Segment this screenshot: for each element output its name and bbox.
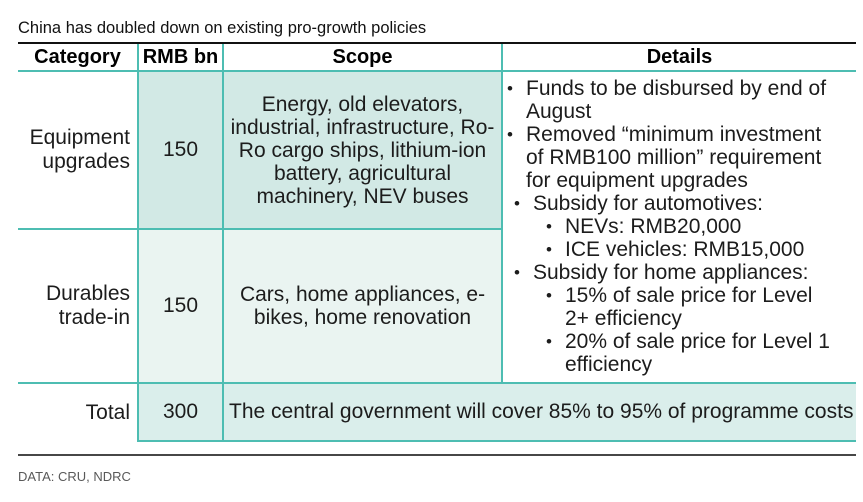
data-source: DATA: CRU, NDRC (18, 469, 131, 484)
details-sub-bullet: • NEVs: RMB20,000 (546, 215, 742, 238)
cell-details-merged: • Funds to be disbursed by end of August… (501, 72, 856, 384)
figure-title: China has doubled down on existing pro-g… (18, 19, 856, 44)
bullet-icon: • (546, 332, 552, 351)
scope-text: Energy, old elevators, industrial, infra… (230, 92, 495, 208)
scope-text: Cars, home appliances, e-bikes, home ren… (239, 283, 486, 329)
bullet-icon: • (507, 125, 513, 144)
bullet-icon: • (514, 194, 520, 213)
cell-scope-durables-trade-in: Cars, home appliances, e-bikes, home ren… (222, 230, 501, 384)
header-scope: Scope (222, 44, 501, 72)
details-sub-bullet: • 15% of sale price for Level 2+ efficie… (546, 284, 813, 330)
bullet-icon: • (546, 286, 552, 305)
policy-table: Category RMB bn Scope Details Equipment … (18, 44, 856, 442)
cell-rmb-durables-trade-in: 150 (137, 230, 222, 384)
cell-rmb-equipment-upgrades: 150 (137, 72, 222, 230)
cell-category-total: Total (85, 401, 130, 424)
bullet-icon: • (546, 217, 552, 236)
cell-category-equipment-upgrades: Equipment upgrades (18, 72, 137, 230)
details-sub-bullet: • 20% of sale price for Level 1 efficien… (546, 330, 830, 376)
details-bullet: • Funds to be disbursed by end of August (507, 77, 827, 123)
bullet-icon: • (514, 263, 520, 282)
details-sub-bullet: • ICE vehicles: RMB15,000 (546, 238, 805, 261)
bullet-icon: • (546, 240, 552, 259)
cell-scope-equipment-upgrades: Energy, old elevators, industrial, infra… (222, 72, 501, 230)
header-category: Category (18, 44, 137, 72)
header-rmb-bn: RMB bn (137, 44, 222, 72)
footer-divider (18, 454, 856, 456)
cell-total-note: The central government will cover 85% to… (222, 384, 856, 442)
details-bullet: • Removed “minimum investment of RMB100 … (507, 123, 822, 192)
bullet-icon: • (507, 79, 513, 98)
details-bullet: • Subsidy for automotives: (514, 192, 763, 215)
header-details: Details (501, 44, 856, 72)
cell-category-durables-trade-in: Durables trade-in (18, 230, 137, 384)
details-bullet: • Subsidy for home appliances: (514, 261, 809, 284)
cell-rmb-total: 300 (137, 384, 222, 442)
